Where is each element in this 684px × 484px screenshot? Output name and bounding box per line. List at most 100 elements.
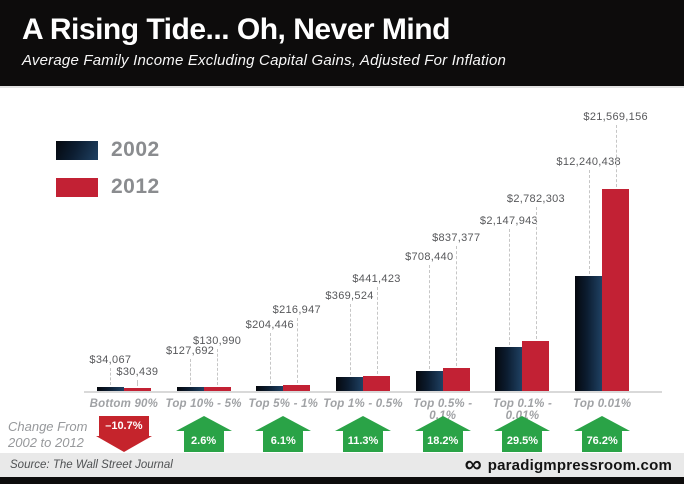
x-axis-line: [84, 391, 662, 393]
arrow-up-triangle: [335, 416, 392, 431]
bar-group: $204,446 $216,947: [243, 88, 323, 391]
arrow-up-triangle: [175, 416, 232, 431]
change-arrow-down: –10.7%: [95, 416, 152, 452]
bar-group: $369,524 $441,423: [323, 88, 403, 391]
change-row-label-line1: Change From: [8, 419, 88, 434]
bar-pair: [495, 341, 550, 391]
change-value: 11.3%: [343, 431, 384, 452]
bar-2012: [442, 368, 470, 391]
leader-line: [349, 304, 351, 375]
category-label: Top 1% - 0.5%: [323, 398, 403, 410]
bar-group: $12,240,438 $21,569,156: [556, 88, 648, 391]
value-label-2012: $441,423: [352, 273, 401, 285]
change-arrow-cell: 11.3%: [323, 416, 403, 452]
leader-line: [190, 359, 192, 385]
value-label-2002: $127,692: [165, 345, 215, 357]
category-label: Top 5% - 1%: [248, 398, 319, 410]
value-label-2002: $369,524: [325, 290, 374, 302]
legend-label-2002: 2002: [111, 138, 160, 161]
arrow-up-triangle: [494, 416, 551, 431]
value-label-2002: $708,440: [405, 251, 454, 263]
change-arrow-up: 11.3%: [335, 416, 392, 452]
leader-line: [535, 207, 537, 339]
bar-pair: [96, 387, 151, 391]
footer-bottom-bar: [0, 477, 684, 484]
change-arrow-up: 18.2%: [414, 416, 471, 452]
plot-area: $34,067 $30,439 $127,692 $130,990 $204,446 $2…: [84, 88, 648, 391]
change-value: 29.5%: [502, 431, 543, 452]
leader-line: [429, 265, 431, 369]
value-label-2012: $30,439: [116, 366, 159, 378]
legend-swatch-2002: [56, 140, 98, 160]
bar-group: $2,147,943 $2,782,303: [479, 88, 565, 391]
bar-group: $708,440 $837,377: [403, 88, 483, 391]
change-arrow-up: 29.5%: [494, 416, 551, 452]
arrow-down-triangle: [95, 436, 152, 452]
leader-line: [376, 287, 378, 374]
bar-2012: [123, 388, 151, 391]
bar-2012: [522, 341, 550, 391]
legend-item-2012: 2012: [56, 175, 160, 199]
bar-pair: [256, 385, 311, 391]
change-arrow-cell: 29.5%: [483, 416, 563, 452]
change-value: 6.1%: [263, 431, 304, 452]
change-arrow-up: 6.1%: [255, 416, 312, 452]
change-arrow-cell: –10.7%: [84, 416, 164, 452]
leader-line: [588, 170, 590, 274]
value-label-2002: $2,147,943: [479, 215, 538, 227]
change-value: –10.7%: [98, 416, 149, 436]
legend-label-2012: 2012: [111, 175, 160, 198]
leader-line: [456, 246, 458, 366]
leader-line: [296, 318, 298, 383]
category-label: Bottom 90%: [89, 398, 159, 410]
bar-pair: [336, 376, 391, 391]
change-arrow-cell: 2.6%: [164, 416, 244, 452]
bar-group: $127,692 $130,990: [164, 88, 244, 391]
value-label-2002: $12,240,438: [556, 156, 621, 168]
value-label-2012: $2,782,303: [506, 193, 565, 205]
arrow-up-triangle: [574, 416, 631, 431]
category-label: Top 0.01%: [573, 398, 632, 410]
legend: 2002 2012: [56, 138, 160, 212]
brand: ∞ paradigmpressroom.com: [464, 451, 672, 478]
bar-2002: [495, 347, 523, 391]
infinity-icon: ∞: [464, 451, 482, 478]
leader-line: [110, 368, 112, 385]
arrow-up-triangle: [255, 416, 312, 431]
category-label: Top 10% - 5%: [165, 398, 242, 410]
value-label-2012: $130,990: [192, 335, 242, 347]
chart-area: 2002 2012 $34,067 $30,439 $127,692 $130,990…: [0, 88, 684, 453]
change-arrow-up: 2.6%: [175, 416, 232, 452]
change-arrow-up: 76.2%: [574, 416, 631, 452]
leader-line: [269, 333, 271, 384]
brand-name: paradigmpressroom.com: [487, 456, 672, 474]
change-row-label-line2: 2002 to 2012: [8, 435, 84, 451]
footer: Source: The Wall Street Journal ∞ paradi…: [0, 453, 684, 477]
value-label-2002: $34,067: [89, 354, 132, 366]
change-arrow-cell: 18.2%: [403, 416, 483, 452]
bar-2002: [176, 387, 204, 391]
header: A Rising Tide... Oh, Never Mind Average …: [0, 0, 684, 88]
page-subtitle: Average Family Income Excluding Capital …: [22, 52, 507, 69]
leader-line: [217, 349, 219, 385]
change-row-label: Change From 2002 to 2012: [8, 419, 100, 452]
bar-2012: [203, 387, 231, 391]
bar-2002: [256, 386, 284, 391]
bar-2002: [575, 276, 603, 391]
bar-2002: [96, 387, 124, 391]
value-label-2012: $21,569,156: [583, 111, 648, 123]
change-value: 18.2%: [422, 431, 463, 452]
change-arrow-cell: 6.1%: [243, 416, 323, 452]
bar-group: $34,067 $30,439: [84, 88, 164, 391]
source-credit: Source: The Wall Street Journal: [10, 459, 173, 471]
bar-2002: [415, 371, 443, 391]
value-label-2002: $204,446: [245, 319, 294, 331]
change-value: 2.6%: [183, 431, 224, 452]
change-value: 76.2%: [582, 431, 623, 452]
change-arrow-cell: 76.2%: [562, 416, 642, 452]
leader-line: [137, 380, 139, 386]
bar-pair: [176, 387, 231, 391]
change-arrows-row: –10.7% 2.6% 6.1% 11.3% 18.2% 29.5% 76.2%: [84, 416, 642, 452]
leader-line: [508, 229, 510, 345]
